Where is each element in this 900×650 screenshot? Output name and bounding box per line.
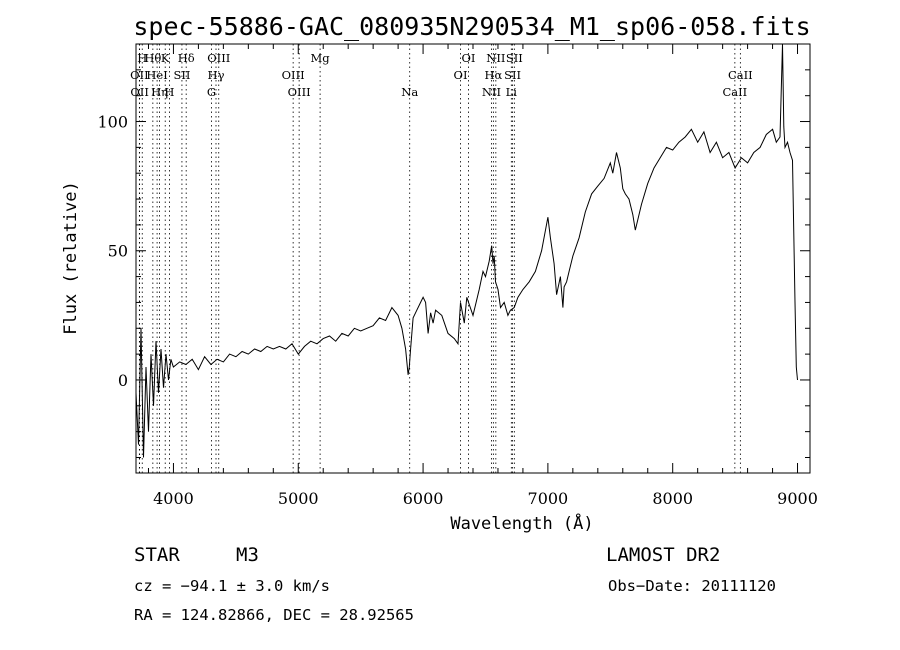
line-marker-label: Hγ [208,68,225,82]
line-marker-label: HeI [146,68,167,82]
axis-ticks: 4000 5000 6000 7000 8000 9000 0 50 100 [97,44,818,508]
x-tick-label: 9000 [777,489,818,508]
line-marker-label: CaII [722,85,747,99]
spectrum-line [135,43,798,458]
line-marker-label: H [164,85,174,99]
line-marker-label: Hθ [144,51,161,65]
line-marker-label: Li [506,85,518,99]
line-marker-label: OIII [288,85,311,99]
x-tick-label: 4000 [153,489,194,508]
obs-date: Obs−Date: 20111120 [608,577,776,595]
line-marker-label: Na [401,85,418,99]
line-marker-label: K [161,51,170,65]
line-marker-label: OIII [207,51,230,65]
y-axis-label: Flux (relative) [61,181,81,335]
line-marker-label: OII [130,68,149,82]
plot-frame [135,43,811,474]
coordinates: RA = 124.82866, DEC = 28.92565 [134,606,414,624]
object-class: STAR [134,544,180,566]
survey-name: LAMOST DR2 [606,544,720,566]
line-marker-label: OI [462,51,476,65]
line-marker-label: NII [482,85,501,99]
x-tick-label: 5000 [278,489,319,508]
line-marker-label: Hα [484,68,502,82]
line-marker-label: CaII [728,68,753,82]
y-tick-label: 50 [108,242,128,261]
line-marker-label: OI [454,68,468,82]
x-axis-label: Wavelength (Å) [450,512,593,534]
line-marker-label: OIII [282,68,305,82]
redshift-info: cz = −94.1 ± 3.0 km/s [134,577,330,595]
line-marker-label: SII [506,51,523,65]
y-tick-label: 0 [118,371,128,390]
line-marker-label: H [137,51,147,65]
line-markers: OIIOIIHHθHeIHηKHSIIHδGHγOIIIOIIIOIIIMgNa… [130,44,753,473]
line-marker-label: G [207,85,216,99]
y-tick-label: 100 [97,113,128,132]
object-subclass: M3 [236,544,259,566]
line-marker-label: Hδ [178,51,195,65]
x-tick-label: 7000 [528,489,569,508]
line-marker-label: Mg [311,51,331,65]
line-marker-label: SII [173,68,190,82]
x-tick-label: 8000 [652,489,693,508]
line-marker-label: SII [504,68,521,82]
line-marker-label: Hη [151,85,168,99]
line-marker-label: NII [486,51,505,65]
line-marker-label: OII [130,85,149,99]
x-tick-label: 6000 [403,489,444,508]
chart-title: spec-55886-GAC_080935N290534_M1_sp06-058… [133,12,810,41]
